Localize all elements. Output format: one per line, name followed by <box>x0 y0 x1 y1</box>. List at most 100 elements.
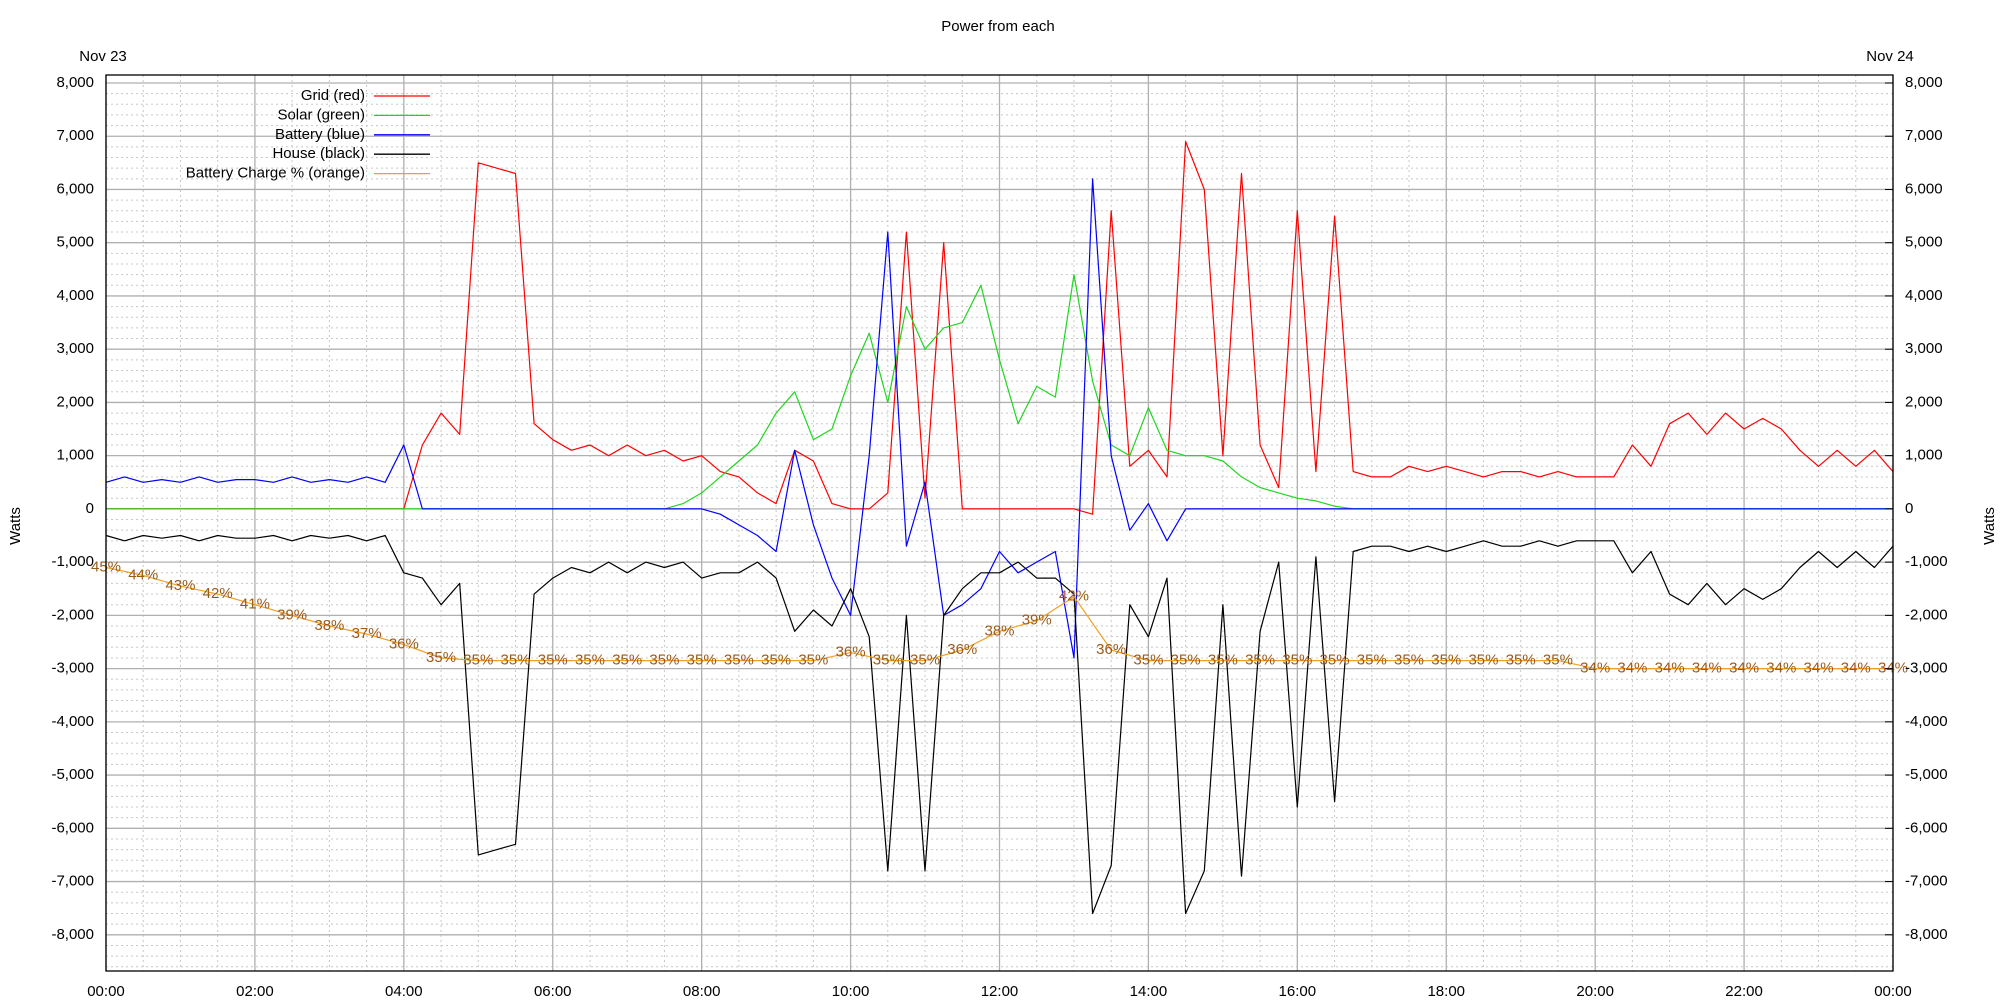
y2-tick-label: 0 <box>1905 500 1913 517</box>
point-label: 35% <box>1208 652 1238 669</box>
grid <box>105 75 1894 971</box>
y2-tick-label: 8,000 <box>1905 74 1943 91</box>
point-label: 35% <box>1282 652 1312 669</box>
y2-tick-label: -4,000 <box>1905 713 1948 730</box>
x-tick-label: 00:00 <box>1874 983 1912 1000</box>
y-axis-label: Watts <box>7 507 24 545</box>
x-tick-label: 18:00 <box>1427 983 1465 1000</box>
point-label: 34% <box>1580 660 1610 677</box>
series-line <box>105 178 1893 659</box>
x-tick-label: 04:00 <box>385 983 423 1000</box>
point-label: 35% <box>501 652 531 669</box>
legend-label: Battery Charge % (orange) <box>186 165 365 182</box>
point-label: 34% <box>1804 660 1834 677</box>
y2-tick-label: -8,000 <box>1905 926 1948 943</box>
point-label: 34% <box>1729 660 1759 677</box>
y-tick-label: 3,000 <box>56 340 94 357</box>
y-tick-label: 1,000 <box>56 447 94 464</box>
x-tick-label: 02:00 <box>236 983 274 1000</box>
point-label: 35% <box>426 649 456 666</box>
series-line <box>105 534 1894 915</box>
point-label: 37% <box>352 625 382 642</box>
legend-label: Battery (blue) <box>275 126 365 143</box>
point-label: 35% <box>612 652 642 669</box>
point-label: 35% <box>798 652 828 669</box>
y2-tick-label: -2,000 <box>1905 606 1948 623</box>
chart-title: Power from each <box>941 18 1054 35</box>
point-label: 44% <box>128 566 158 583</box>
x-tick-label: 20:00 <box>1576 983 1614 1000</box>
y2-tick-label: 4,000 <box>1905 287 1943 304</box>
y-tick-label: 6,000 <box>56 180 94 197</box>
legend: Grid (red) Solar (green) Battery (blue) Hou… <box>186 87 430 182</box>
x-tick-label: 16:00 <box>1279 983 1317 1000</box>
y-tick-label: -6,000 <box>51 819 94 836</box>
plot-area: 45% 44%43% 42%41%39%38% 37%36%35% 35% 35% 35% 3… <box>91 140 1908 915</box>
legend-label: Solar (green) <box>277 106 365 123</box>
y-tick-label: 0 <box>86 500 94 517</box>
point-label: 36% <box>947 641 977 658</box>
point-label: 35% <box>873 652 903 669</box>
point-label: 35% <box>1357 652 1387 669</box>
point-label: 35% <box>1468 652 1498 669</box>
legend-label: House (black) <box>272 145 365 162</box>
y2-tick-label: 1,000 <box>1905 447 1943 464</box>
point-label: 35% <box>1506 652 1536 669</box>
y2-tick-label: -1,000 <box>1905 553 1948 570</box>
point-label: 41% <box>240 596 270 613</box>
point-label: 38% <box>984 622 1014 639</box>
point-label: 35% <box>1133 652 1163 669</box>
y2-tick-label: -6,000 <box>1905 819 1948 836</box>
x-tick-label: 06:00 <box>534 983 572 1000</box>
point-label: 35% <box>649 652 679 669</box>
point-label: 36% <box>1096 641 1126 658</box>
x-tick-label: 14:00 <box>1130 983 1168 1000</box>
y-tick-label: 8,000 <box>56 74 94 91</box>
y2-tick-label: -5,000 <box>1905 766 1948 783</box>
y-tick-label: -5,000 <box>51 766 94 783</box>
y-tick-label: 5,000 <box>56 234 94 251</box>
point-label: 35% <box>1320 652 1350 669</box>
point-label: 42% <box>203 585 233 602</box>
date-label: Nov 24 <box>1866 48 1914 65</box>
point-label: 35% <box>1431 652 1461 669</box>
point-label: 34% <box>1655 660 1685 677</box>
point-label: 38% <box>314 617 344 634</box>
point-label: 35% <box>1171 652 1201 669</box>
x-tick-label: 00:00 <box>87 983 125 1000</box>
point-label: 34% <box>1692 660 1722 677</box>
y-tick-label: -2,000 <box>51 606 94 623</box>
y2-tick-label: -3,000 <box>1905 660 1948 677</box>
y-tick-label: -3,000 <box>51 660 94 677</box>
y-tick-label: -1,000 <box>51 553 94 570</box>
point-label: 35% <box>1394 652 1424 669</box>
point-label: 42% <box>1059 588 1089 605</box>
point-label: 39% <box>1022 612 1052 629</box>
point-label: 36% <box>836 644 866 661</box>
y2-tick-label: 7,000 <box>1905 127 1943 144</box>
x-tick-label: 12:00 <box>981 983 1019 1000</box>
y2-tick-label: -7,000 <box>1905 873 1948 890</box>
y2-axis-label: Watts <box>1981 507 1998 545</box>
y2-tick-label: 6,000 <box>1905 180 1943 197</box>
x-tick-label: 10:00 <box>832 983 870 1000</box>
plot-frame <box>105 74 1894 972</box>
point-label: 34% <box>1841 660 1871 677</box>
y-tick-label: 2,000 <box>56 393 94 410</box>
date-label: Nov 23 <box>79 48 127 65</box>
x-tick-label: 22:00 <box>1725 983 1763 1000</box>
point-label: 35% <box>1245 652 1275 669</box>
point-label: 35% <box>761 652 791 669</box>
point-label: 35% <box>575 652 605 669</box>
y2-tick-label: 5,000 <box>1905 234 1943 251</box>
legend-label: Grid (red) <box>301 87 365 104</box>
point-label: 43% <box>165 577 195 594</box>
y-tick-label: -7,000 <box>51 873 94 890</box>
y-tick-label: -4,000 <box>51 713 94 730</box>
point-label: 35% <box>910 652 940 669</box>
point-label: 35% <box>687 652 717 669</box>
point-label: 35% <box>463 652 493 669</box>
x-tick-label: 08:00 <box>683 983 721 1000</box>
point-label: 34% <box>1617 660 1647 677</box>
point-label: 35% <box>538 652 568 669</box>
